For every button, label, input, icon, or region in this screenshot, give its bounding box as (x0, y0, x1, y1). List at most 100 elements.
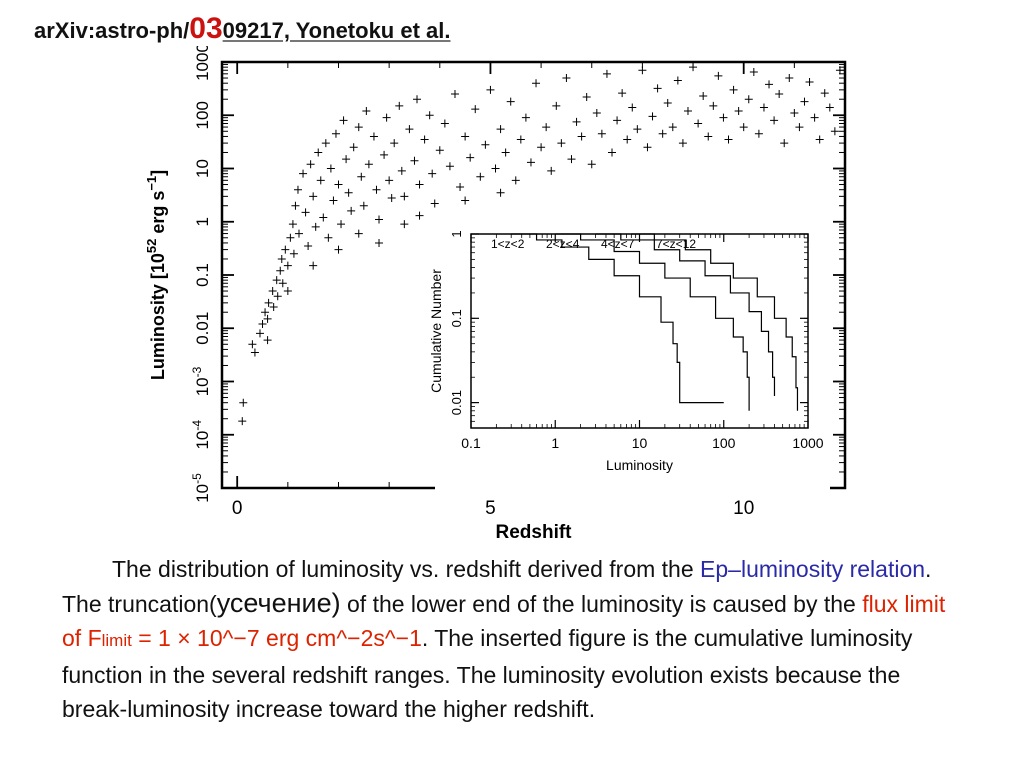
scatter-point (435, 146, 444, 155)
scatter-point (795, 123, 804, 132)
y-tick-label: 1 (193, 217, 212, 226)
scatter-point (272, 276, 281, 285)
scatter-point (306, 160, 315, 169)
inset-series-line (631, 233, 799, 411)
scatter-point (420, 135, 429, 144)
scatter-point (648, 112, 657, 121)
caption-text-4: . The inserted figure is the cumulative … (62, 625, 913, 722)
scatter-point (714, 71, 723, 80)
scatter-point (309, 261, 318, 270)
scatter-point (269, 303, 278, 312)
scatter-point (602, 69, 611, 78)
scatter-point (445, 162, 454, 171)
y-tick-label-group: 1 (193, 217, 212, 226)
scatter-point (754, 129, 763, 138)
scatter-point (471, 105, 480, 114)
scatter-point (633, 125, 642, 134)
scatter-point (415, 211, 424, 220)
caption-russian-word: усечение) (216, 588, 341, 618)
inset-legend-label: 7<z<12 (656, 237, 696, 251)
caption-flux-value: = 1 × 10^−7 erg cm^−2s^−1 (131, 625, 422, 651)
scatter-point (364, 160, 373, 169)
scatter-point (357, 172, 366, 181)
scatter-point (557, 139, 566, 148)
scatter-point (744, 95, 753, 104)
scatter-point (724, 135, 733, 144)
scatter-points (238, 63, 844, 426)
y-tick-label-group: 0.01 (193, 312, 212, 345)
y-tick-label: 10-5 (190, 473, 212, 503)
scatter-point (413, 95, 422, 104)
scatter-point (390, 139, 399, 148)
scatter-point (289, 249, 298, 258)
scatter-point (238, 417, 247, 426)
scatter-point (385, 176, 394, 185)
scatter-point (608, 148, 617, 157)
scatter-point (729, 85, 738, 94)
scatter-point (263, 314, 272, 323)
y-tick-label-group: 100 (193, 101, 212, 129)
scatter-point (273, 292, 282, 301)
scatter-point (790, 109, 799, 118)
scatter-point (658, 129, 667, 138)
scatter-point (678, 139, 687, 148)
inset-y-tick-group: 1 (449, 230, 464, 237)
scatter-point (628, 103, 637, 112)
scatter-point (805, 78, 814, 87)
scatter-point (301, 208, 310, 217)
scatter-point (354, 123, 363, 132)
inset-y-tick-label: 0.1 (449, 309, 464, 327)
scatter-point (324, 233, 333, 242)
scatter-point (263, 336, 272, 345)
inset-legend-label: 4<z<7 (601, 237, 635, 251)
scatter-point (770, 116, 779, 125)
scatter-point (516, 135, 525, 144)
scatter-point (344, 188, 353, 197)
title-prefix: arXiv:astro-ph/ (34, 18, 190, 43)
y-axis-title: Luminosity [1052 erg s−1] (144, 170, 168, 380)
scatter-point (405, 125, 414, 134)
x-tick-label: 5 (485, 498, 496, 519)
scatter-point (663, 98, 672, 107)
scatter-point (321, 139, 330, 148)
scatter-point (311, 222, 320, 231)
scatter-point (506, 97, 515, 106)
scatter-point (415, 180, 424, 189)
scatter-point (542, 123, 551, 132)
scatter-point (597, 129, 606, 138)
scatter-point (526, 158, 535, 167)
scatter-point (613, 116, 622, 125)
scatter-point (673, 76, 682, 85)
scatter-point (314, 148, 323, 157)
x-tick-label: 0 (232, 498, 243, 519)
scatter-point (410, 156, 419, 165)
scatter-point (830, 127, 839, 136)
scatter-point (456, 182, 465, 191)
title-highlight: 03 (189, 12, 223, 45)
y-tick-label: 0.1 (193, 263, 212, 287)
scatter-point (400, 220, 409, 229)
scatter-point (286, 233, 295, 242)
scatter-point (255, 329, 264, 338)
scatter-point (582, 93, 591, 102)
scatter-point (683, 107, 692, 116)
inset-x-tick-label: 1 (551, 435, 559, 451)
scatter-point (587, 160, 596, 169)
scatter-point (521, 113, 530, 122)
inset-y-tick-group: 0.1 (449, 309, 464, 327)
inset-legend-label: 1<z<2 (491, 237, 525, 251)
scatter-point (258, 320, 267, 329)
scatter-point (339, 116, 348, 125)
inset-x-axis-title: Luminosity (606, 457, 673, 473)
scatter-point (369, 132, 378, 141)
scatter-point (511, 176, 520, 185)
scatter-point (749, 67, 758, 76)
scatter-point (276, 266, 285, 275)
scatter-point (319, 213, 328, 222)
scatter-point (304, 242, 313, 251)
scatter-point (815, 135, 824, 144)
scatter-point (537, 143, 546, 152)
scatter-point (592, 109, 601, 118)
scatter-point (354, 229, 363, 238)
caption-text-1: The distribution of luminosity vs. redsh… (112, 556, 701, 582)
